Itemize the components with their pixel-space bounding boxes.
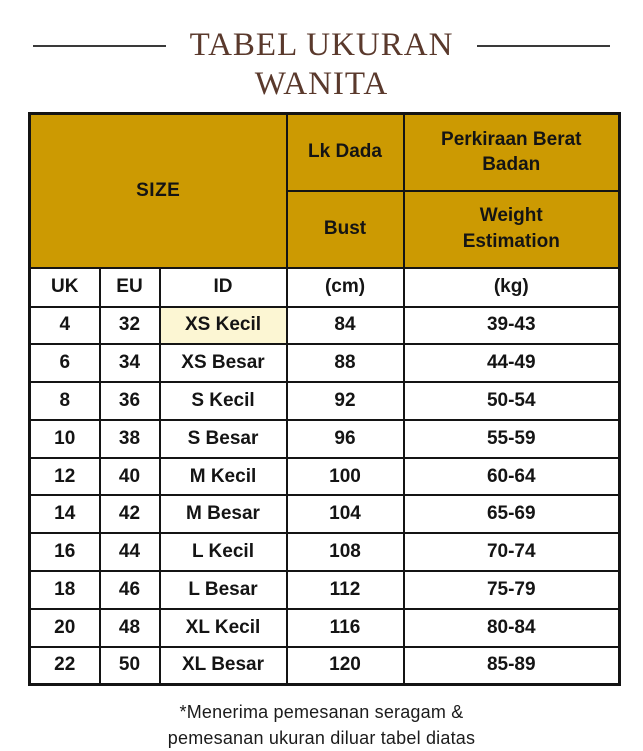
bust-cm-cell: 84 (285, 305, 405, 346)
id-size-cell: XL Besar (158, 645, 288, 686)
uk-size-cell: 12 (28, 456, 101, 497)
uk-size-cell: 22 (28, 645, 101, 686)
uk-size-cell: 6 (28, 343, 101, 384)
footer-note: *Menerima pemesanan seragam & pemesanan … (0, 699, 643, 751)
eu-size-cell: 40 (98, 456, 161, 497)
bust-cm-cell: 108 (285, 532, 405, 573)
uk-size-cell: 8 (28, 381, 101, 421)
table-row: 10 38 S Besar 96 55-59 (28, 418, 621, 459)
size-header-cell: SIZE (28, 112, 288, 269)
eu-column-header: EU (98, 266, 161, 308)
bust-cm-cell: 120 (285, 645, 405, 686)
table-row: 8 36 S Kecil 92 50-54 (28, 381, 621, 421)
eu-size-cell: 46 (98, 570, 161, 610)
title-rule-right (477, 44, 610, 47)
subtitle-text: WANITA (254, 66, 389, 102)
table-row: 18 46 L Besar 112 75-79 (28, 570, 621, 610)
table-row: 4 32 XS Kecil 84 39-43 (28, 305, 621, 346)
id-size-cell: L Besar (158, 570, 288, 610)
id-size-cell: S Kecil (158, 381, 288, 421)
footer-note-line2: pemesanan ukuran diluar tabel diatas (167, 728, 476, 749)
eu-size-cell: 48 (98, 607, 161, 648)
uk-column-header: UK (28, 266, 101, 308)
eu-size-cell: 36 (98, 381, 161, 421)
id-size-cell: M Kecil (158, 456, 288, 497)
subheader-row: UK EU ID (cm) (kg) (28, 266, 621, 308)
bust-cm-cell: 116 (285, 607, 405, 648)
page-title: TABEL UKURAN (33, 27, 610, 64)
header-row-top: SIZE Lk Dada Perkiraan Berat Badan (28, 112, 621, 269)
table-row: 20 48 XL Kecil 116 80-84 (28, 607, 621, 648)
uk-size-cell: 4 (28, 305, 101, 346)
table-row: 14 42 M Besar 104 65-69 (28, 494, 621, 535)
weight-kg-cell: 65-69 (402, 494, 621, 535)
eu-size-cell: 38 (98, 418, 161, 459)
id-size-cell: XS Kecil (158, 305, 288, 346)
bust-cm-cell: 96 (285, 418, 405, 459)
weight-kg-cell: 39-43 (402, 305, 621, 346)
bust-cm-cell: 104 (285, 494, 405, 535)
uk-size-cell: 16 (28, 532, 101, 573)
uk-size-cell: 14 (28, 494, 101, 535)
table-row: 6 34 XS Besar 88 44-49 (28, 343, 621, 384)
size-table: SIZE Lk Dada Perkiraan Berat Badan Bust … (28, 112, 621, 686)
cm-column-header: (cm) (285, 266, 405, 308)
chest-header-id-cell: Lk Dada (285, 112, 405, 192)
bust-cm-cell: 112 (285, 570, 405, 610)
weight-kg-cell: 70-74 (402, 532, 621, 573)
id-size-cell: XS Besar (158, 343, 288, 384)
uk-size-cell: 20 (28, 607, 101, 648)
chest-header-en-cell: Bust (285, 189, 405, 269)
id-column-header: ID (158, 266, 288, 308)
bust-cm-cell: 88 (285, 343, 405, 384)
eu-size-cell: 50 (98, 645, 161, 686)
weight-header-id-cell: Perkiraan Berat Badan (402, 112, 621, 192)
id-size-cell: M Besar (158, 494, 288, 535)
id-size-cell: XL Kecil (158, 607, 288, 648)
table-row: 22 50 XL Besar 120 85-89 (28, 645, 621, 686)
weight-header-en-cell: Weight Estimation (402, 189, 621, 269)
weight-kg-cell: 55-59 (402, 418, 621, 459)
weight-kg-cell: 44-49 (402, 343, 621, 384)
weight-kg-cell: 85-89 (402, 645, 621, 686)
weight-kg-cell: 75-79 (402, 570, 621, 610)
weight-kg-cell: 80-84 (402, 607, 621, 648)
weight-kg-cell: 60-64 (402, 456, 621, 497)
title-text: TABEL UKURAN (189, 27, 454, 63)
eu-size-cell: 32 (98, 305, 161, 346)
title-rule-left (33, 44, 166, 47)
eu-size-cell: 44 (98, 532, 161, 573)
table-row: 12 40 M Kecil 100 60-64 (28, 456, 621, 497)
footer-note-line1: *Menerima pemesanan seragam & (179, 701, 464, 722)
weight-kg-cell: 50-54 (402, 381, 621, 421)
id-size-cell: L Kecil (158, 532, 288, 573)
eu-size-cell: 34 (98, 343, 161, 384)
uk-size-cell: 10 (28, 418, 101, 459)
eu-size-cell: 42 (98, 494, 161, 535)
table-row: 16 44 L Kecil 108 70-74 (28, 532, 621, 573)
kg-column-header: (kg) (402, 266, 621, 308)
bust-cm-cell: 92 (285, 381, 405, 421)
id-size-cell: S Besar (158, 418, 288, 459)
uk-size-cell: 18 (28, 570, 101, 610)
header-row-bottom: Bust Weight Estimation (30, 189, 621, 269)
bust-cm-cell: 100 (285, 456, 405, 497)
